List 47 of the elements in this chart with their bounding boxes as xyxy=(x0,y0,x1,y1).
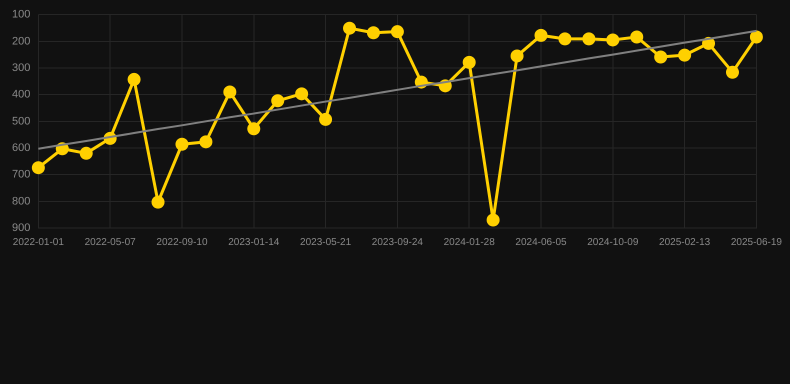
point xyxy=(534,28,548,42)
point xyxy=(199,135,212,148)
point xyxy=(462,56,476,69)
x-tick-label: 2022-05-07 xyxy=(84,236,136,248)
x-tick-label: 2024-06-05 xyxy=(515,236,568,248)
point xyxy=(726,66,739,79)
x-tick-label: 2022-01-01 xyxy=(12,236,64,248)
point xyxy=(128,72,141,86)
point xyxy=(247,122,260,136)
x-tick-label: 2024-10-09 xyxy=(587,236,639,248)
y-tick-label: 600 xyxy=(12,142,30,154)
point xyxy=(678,48,692,62)
x-tick-label: 2023-01-14 xyxy=(228,236,280,248)
point xyxy=(223,85,236,98)
point xyxy=(390,25,404,38)
point xyxy=(510,49,524,62)
y-tick-label: 300 xyxy=(12,62,30,74)
point xyxy=(558,32,572,46)
point xyxy=(295,87,308,100)
x-tick-label: 2023-05-21 xyxy=(300,236,352,248)
point xyxy=(343,22,356,35)
y-tick-label: 700 xyxy=(12,168,30,181)
point xyxy=(366,26,380,40)
point xyxy=(175,138,188,151)
point xyxy=(582,32,596,46)
y-tick-label: 200 xyxy=(12,35,30,48)
x-tick-label: 2024-01-28 xyxy=(444,236,496,248)
point xyxy=(702,36,716,50)
y-tick-label: 800 xyxy=(12,195,30,208)
point xyxy=(32,161,45,174)
point xyxy=(319,112,332,126)
point xyxy=(486,214,500,226)
x-tick-label: 2023-09-24 xyxy=(372,236,424,248)
x-tick-label: 2025-02-13 xyxy=(659,236,711,248)
y-tick-label: 500 xyxy=(12,115,30,128)
point xyxy=(271,94,284,108)
x-tick-label: 2022-09-10 xyxy=(156,236,208,248)
point xyxy=(80,146,93,160)
point xyxy=(152,196,165,209)
y-tick-label: 900 xyxy=(12,222,30,234)
point xyxy=(750,30,763,44)
y-tick-label: 400 xyxy=(12,88,30,101)
y-tick-label: 100 xyxy=(12,8,30,21)
x-tick-label: 2025-06-19 xyxy=(730,236,782,248)
point xyxy=(606,33,620,46)
point xyxy=(654,50,668,64)
point xyxy=(630,30,644,44)
